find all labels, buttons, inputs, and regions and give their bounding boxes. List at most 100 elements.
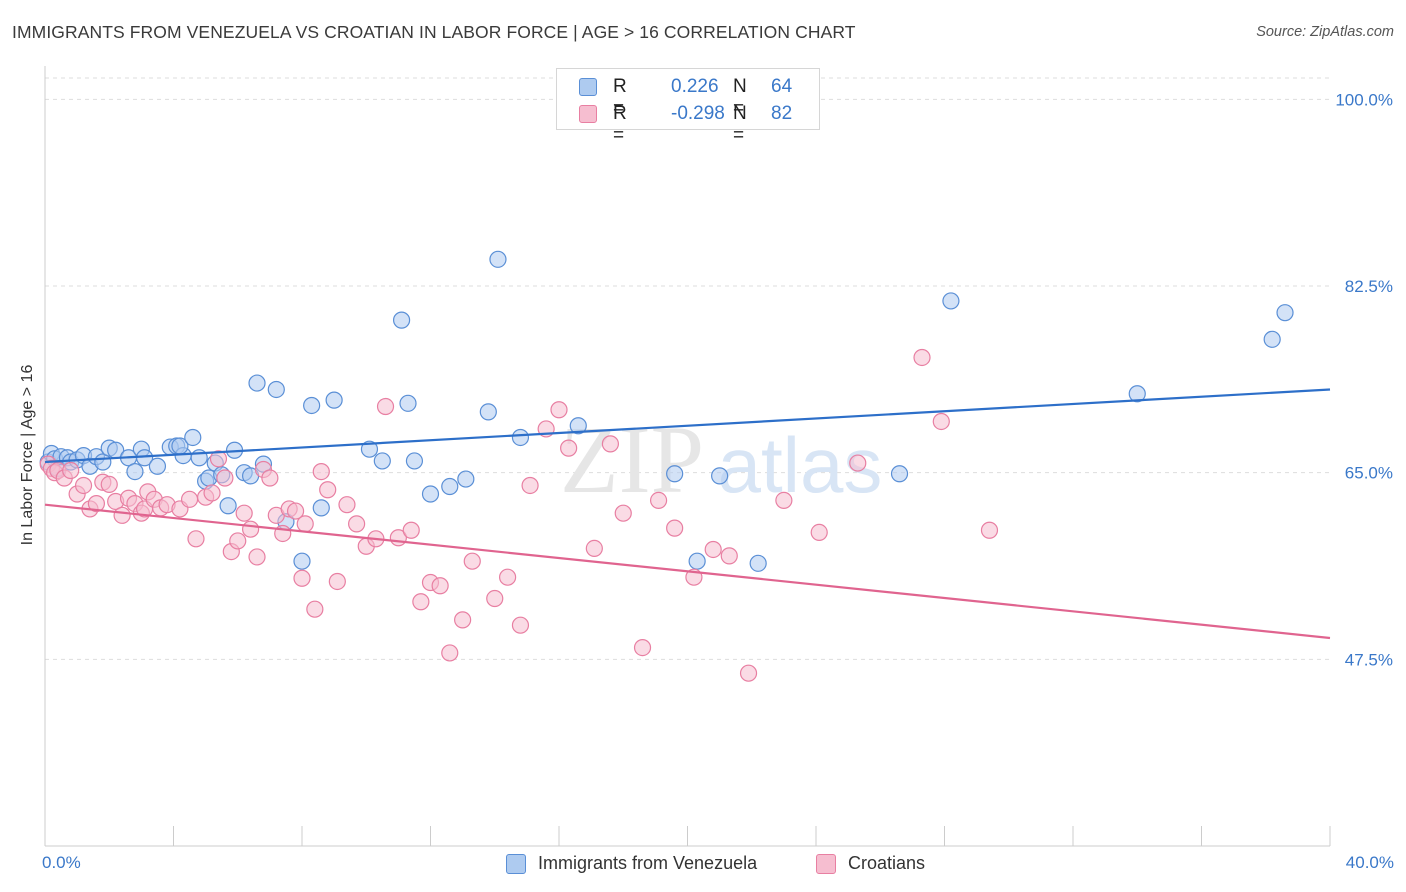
croatian-point bbox=[62, 461, 80, 480]
y-tick-labels: 47.5% 65.0% 82.5% 100.0% bbox=[1335, 90, 1393, 669]
legend-n-value: 82 bbox=[771, 103, 793, 124]
croatian-trend-line bbox=[44, 503, 1331, 640]
croatian-point bbox=[286, 502, 305, 520]
venezuela-point bbox=[421, 485, 440, 503]
legend-swatch-blue bbox=[506, 854, 526, 874]
venezuela-point bbox=[511, 428, 530, 447]
croatian-point bbox=[614, 504, 632, 522]
legend-swatch-pink bbox=[579, 105, 597, 123]
venezuela-point bbox=[267, 380, 285, 399]
venezuela-point bbox=[457, 470, 475, 488]
croatian-point bbox=[511, 616, 530, 634]
venezuela-point bbox=[942, 292, 960, 310]
croatian-point bbox=[980, 521, 999, 539]
legend-r-value: -0.298 bbox=[671, 103, 725, 124]
venezuela-point bbox=[489, 250, 507, 268]
y-tick-label: 65.0% bbox=[1345, 464, 1393, 483]
croatian-point bbox=[463, 552, 481, 570]
venezuela-point bbox=[373, 452, 391, 470]
croatian-point bbox=[486, 589, 504, 608]
venezuela-point bbox=[293, 552, 311, 570]
y-tick-label: 100.0% bbox=[1335, 90, 1393, 109]
croatian-point bbox=[585, 539, 603, 558]
venezuela-point bbox=[569, 417, 587, 435]
croatian-point bbox=[913, 348, 931, 367]
venezuela-point bbox=[148, 457, 167, 475]
croatian-point bbox=[306, 600, 324, 618]
croatian-point bbox=[209, 450, 228, 468]
venezuela-point bbox=[441, 477, 459, 496]
venezuela-point bbox=[392, 311, 411, 329]
venezuela-trend-line bbox=[44, 388, 1331, 464]
venezuela-point bbox=[749, 554, 767, 572]
croatian-point bbox=[242, 520, 260, 538]
croatian-point bbox=[113, 506, 131, 524]
venezuela-point bbox=[890, 465, 909, 483]
croatian-point bbox=[454, 611, 472, 629]
croatian-point bbox=[601, 435, 620, 453]
croatian-point bbox=[402, 521, 420, 539]
legend-swatch-blue bbox=[579, 78, 597, 96]
croatian-point bbox=[87, 495, 106, 513]
croatian-point bbox=[312, 463, 330, 481]
chart-title: IMMIGRANTS FROM VENEZUELA VS CROATIAN IN… bbox=[12, 22, 856, 42]
croatian-point bbox=[319, 481, 337, 499]
croatian-point bbox=[550, 401, 568, 419]
venezuela-point bbox=[399, 394, 417, 412]
venezuela-point bbox=[219, 497, 237, 515]
venezuela-point bbox=[184, 428, 202, 447]
croatian-point bbox=[666, 519, 684, 537]
croatian-point bbox=[248, 548, 266, 566]
x-tick-label-min: 0.0% bbox=[42, 853, 81, 872]
croatian-point bbox=[412, 593, 430, 611]
croatian-point bbox=[431, 577, 449, 595]
venezuela-point bbox=[479, 403, 497, 421]
venezuela-point bbox=[360, 440, 379, 458]
legend-n-label: N = bbox=[733, 76, 747, 119]
venezuela-point bbox=[688, 552, 706, 570]
croatian-point bbox=[293, 569, 311, 587]
croatian-point bbox=[74, 476, 93, 495]
legend-r-label: R = bbox=[613, 103, 627, 146]
venezuela-point bbox=[312, 499, 330, 517]
croatian-point bbox=[810, 523, 828, 542]
croatian-point bbox=[261, 469, 279, 487]
croatian-point bbox=[348, 515, 366, 533]
watermark: ZIP atlas bbox=[560, 406, 882, 513]
croatian-point bbox=[235, 504, 253, 522]
venezuela-point bbox=[1128, 385, 1146, 403]
croatian-point bbox=[100, 475, 118, 493]
croatian-point bbox=[720, 547, 738, 565]
y-tick-label: 82.5% bbox=[1345, 277, 1393, 296]
venezuela-point bbox=[405, 452, 424, 470]
y-tick-label: 47.5% bbox=[1345, 650, 1393, 669]
venezuela-point bbox=[1263, 330, 1281, 348]
series-venezuela-points bbox=[39, 250, 1294, 572]
croatian-point bbox=[338, 496, 356, 514]
croatian-point bbox=[633, 638, 652, 657]
series-croatian-points bbox=[39, 348, 999, 682]
venezuela-point bbox=[1276, 304, 1294, 322]
croatian-point bbox=[499, 568, 517, 586]
venezuela-point bbox=[711, 467, 729, 485]
correlation-legend: R = 0.226 N = 64 R = -0.298 N = 82 bbox=[556, 68, 820, 146]
croatian-point bbox=[849, 454, 867, 472]
croatian-point bbox=[328, 572, 346, 591]
series-legend: Immigrants from Venezuela Croatians bbox=[0, 852, 1406, 878]
venezuela-point bbox=[303, 396, 321, 415]
venezuela-point bbox=[126, 463, 144, 481]
croatian-point bbox=[560, 439, 578, 457]
source-label: Source: ZipAtlas.com bbox=[1256, 24, 1394, 40]
croatian-point bbox=[229, 532, 247, 550]
legend-r-label: R = bbox=[613, 76, 627, 119]
croatian-point bbox=[296, 515, 314, 533]
croatian-point bbox=[376, 397, 395, 416]
trend-lines bbox=[44, 388, 1331, 640]
legend-label-venezuela: Immigrants from Venezuela bbox=[538, 853, 758, 873]
croatian-point bbox=[932, 412, 950, 431]
croatian-point bbox=[739, 664, 758, 682]
legend-r-value: 0.226 bbox=[671, 76, 719, 97]
croatian-point bbox=[704, 540, 722, 559]
legend-n-label: N = bbox=[733, 103, 747, 146]
